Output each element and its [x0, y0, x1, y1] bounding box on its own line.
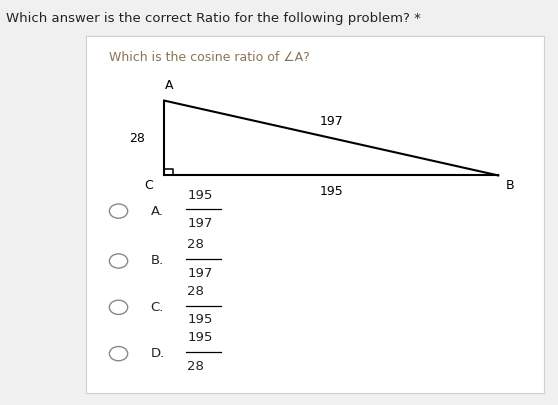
- Text: B.: B.: [151, 254, 164, 267]
- Text: 195: 195: [187, 313, 213, 326]
- Text: 197: 197: [319, 115, 343, 128]
- Text: Which is the cosine ratio of ∠A?: Which is the cosine ratio of ∠A?: [109, 51, 310, 64]
- Text: 28: 28: [187, 360, 204, 373]
- Text: A.: A.: [151, 205, 163, 217]
- Text: B: B: [506, 179, 514, 192]
- Text: A: A: [165, 79, 173, 92]
- Text: 197: 197: [187, 217, 213, 230]
- Text: 197: 197: [187, 267, 213, 280]
- Text: Which answer is the correct Ratio for the following problem? *: Which answer is the correct Ratio for th…: [6, 12, 421, 25]
- Text: 28: 28: [187, 239, 204, 252]
- Text: 195: 195: [319, 185, 343, 198]
- Text: C.: C.: [151, 301, 164, 314]
- Text: 195: 195: [187, 331, 213, 344]
- Text: 195: 195: [187, 189, 213, 202]
- Text: 28: 28: [129, 132, 145, 145]
- Text: 28: 28: [187, 285, 204, 298]
- Text: C: C: [144, 179, 153, 192]
- Text: D.: D.: [151, 347, 165, 360]
